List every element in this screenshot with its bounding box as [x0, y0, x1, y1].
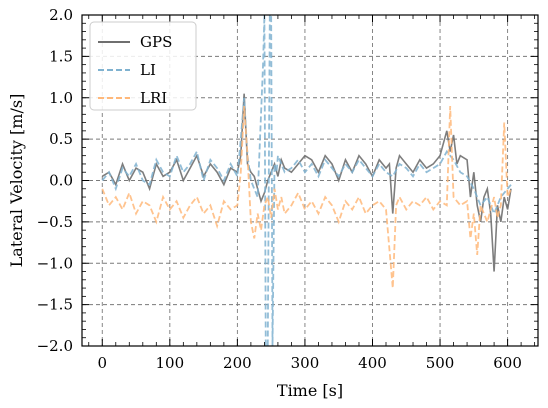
x-tick-label: 300 [291, 354, 320, 372]
x-tick-label: 600 [493, 354, 522, 372]
legend-box [89, 21, 197, 111]
legend-label-gps: GPS [140, 33, 172, 51]
y-tick-label: 1.5 [49, 47, 73, 65]
tick-labels: 0 100 200 300 400 500 600 −2.0 −1.5 −1.0 −0.5 0.0 0.… [37, 6, 522, 372]
y-tick-label: −2.0 [37, 337, 73, 355]
y-tick-label: 0.0 [49, 172, 73, 190]
x-tick-label: 500 [426, 354, 455, 372]
series-layer [101, 15, 512, 346]
y-tick-label: −0.5 [37, 213, 73, 231]
y-axis-label: Lateral Velocity [m/s] [7, 94, 26, 268]
legend: GPS LI LRI [89, 21, 197, 111]
y-tick-label: −1.5 [37, 296, 73, 314]
x-tick-label: 200 [223, 354, 252, 372]
grid [82, 15, 538, 346]
y-tick-label: 2.0 [49, 6, 73, 24]
x-tick-label: 400 [358, 354, 387, 372]
x-tick-label: 100 [156, 354, 185, 372]
legend-label-li: LI [140, 61, 156, 79]
x-tick-label: 0 [97, 354, 107, 372]
y-tick-label: 0.5 [49, 130, 73, 148]
series-line-lri [101, 105, 512, 289]
y-tick-label: 1.0 [49, 89, 73, 107]
series-line-li [101, 15, 512, 346]
series-line-gps [101, 93, 512, 272]
ticks [82, 14, 538, 347]
y-tick-label: −1.0 [37, 254, 73, 272]
x-axis-label: Time [s] [277, 381, 343, 400]
legend-label-lri: LRI [140, 89, 167, 107]
